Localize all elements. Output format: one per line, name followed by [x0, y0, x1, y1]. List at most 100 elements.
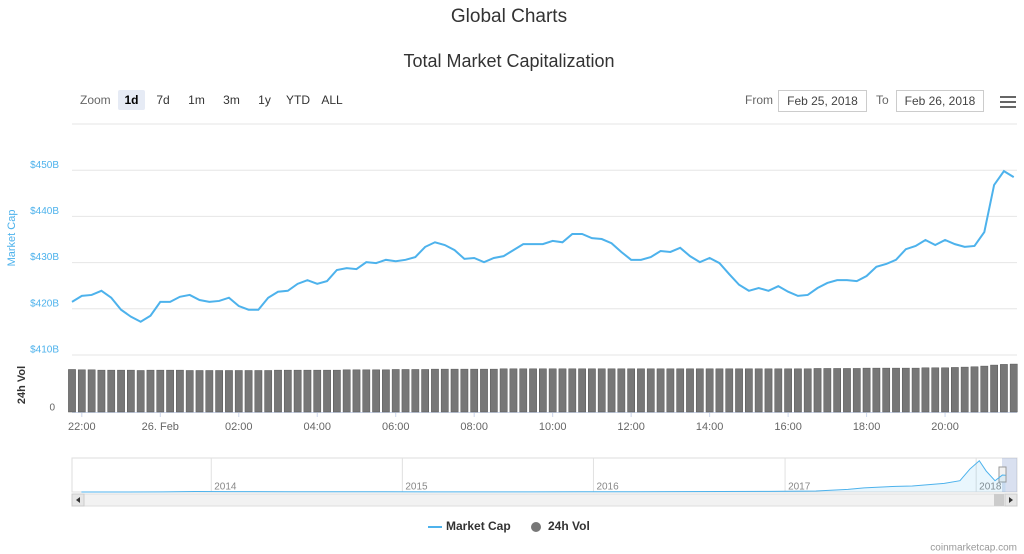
zoom-button[interactable]: 1y — [258, 93, 271, 107]
volume-bar — [264, 370, 273, 413]
zoom-button[interactable]: ALL — [321, 93, 343, 107]
volume-bar — [146, 369, 155, 413]
volume-bar — [77, 369, 86, 413]
volume-bar — [156, 369, 165, 413]
volume-bar — [872, 367, 881, 413]
volume-bar — [254, 370, 263, 413]
volume-bar — [450, 368, 459, 413]
volume-bar — [431, 368, 439, 413]
market-cap-line — [71, 169, 1015, 323]
legend-label[interactable]: Market Cap — [446, 519, 511, 533]
volume-bar — [539, 368, 547, 413]
legend-label[interactable]: 24h Vol — [548, 519, 590, 533]
volume-bar — [489, 368, 498, 413]
volume-bar — [283, 369, 292, 413]
volume-bar — [97, 369, 106, 413]
scrollbar-thumb[interactable] — [994, 494, 1004, 506]
volume-bar — [274, 369, 282, 413]
volume-bar — [843, 368, 851, 413]
zoom-button[interactable]: YTD — [286, 93, 310, 107]
volume-bar — [833, 368, 842, 413]
zoom-button[interactable]: 1d — [118, 90, 145, 110]
navigator-handle[interactable] — [998, 466, 1007, 483]
volume-bar — [205, 370, 214, 413]
volume-bar — [333, 369, 341, 413]
volume-bar — [136, 370, 145, 413]
volume-bar — [607, 368, 616, 413]
y2-tick-label: 0 — [49, 403, 55, 414]
volume-bar — [166, 369, 174, 413]
scrollbar-track — [71, 493, 1018, 507]
volume-bar — [185, 370, 194, 413]
volume-bar — [470, 368, 479, 413]
volume-bar — [745, 368, 753, 413]
x-tick-label: 12:00 — [617, 421, 645, 433]
volume-bar — [352, 369, 361, 413]
volume-bar — [852, 368, 861, 413]
volume-bar — [411, 369, 420, 413]
volume-bar — [676, 368, 685, 413]
volume-bar — [951, 367, 959, 413]
zoom-button[interactable]: 7d — [156, 93, 170, 107]
y-tick-label: $410B — [30, 345, 59, 356]
volume-bar — [568, 368, 577, 413]
volume-bar — [862, 367, 871, 413]
volume-bar — [705, 368, 714, 413]
volume-bar — [637, 368, 645, 413]
navigator-tick-label: 2018 — [979, 482, 1002, 493]
volume-bar — [234, 370, 243, 413]
arrow-left — [76, 497, 80, 503]
volume-bar — [754, 368, 763, 413]
volume-bar — [931, 367, 940, 413]
x-tick-label: 20:00 — [931, 421, 959, 433]
x-tick-label: 06:00 — [382, 421, 410, 433]
chart-title: Total Market Capitalization — [403, 51, 614, 71]
y-tick-label: $440B — [30, 206, 59, 217]
volume-bar — [68, 369, 76, 413]
y-tick-label: $450B — [30, 160, 59, 171]
menu-button[interactable] — [1000, 96, 1016, 108]
navigator-tick-label: 2016 — [596, 482, 619, 493]
volume-bar — [529, 368, 537, 413]
volume-bar — [499, 368, 508, 413]
volume-bar — [578, 368, 586, 413]
volume-bar — [107, 369, 116, 413]
to-input[interactable]: Feb 26, 2018 — [896, 90, 984, 112]
x-tick-label: 22:00 — [68, 421, 96, 433]
volume-bar — [725, 368, 734, 413]
volume-bar — [794, 368, 802, 413]
volume-bar — [117, 369, 125, 413]
volume-bar — [901, 367, 910, 413]
volume-bar — [813, 368, 822, 413]
volume-bar — [666, 368, 675, 413]
zoom-button[interactable]: 1m — [188, 93, 205, 107]
zoom-button[interactable]: 3m — [223, 93, 240, 107]
page-title: Global Charts — [451, 6, 567, 27]
volume-bar — [627, 368, 636, 413]
x-tick-label: 02:00 — [225, 421, 253, 433]
navigator-line — [81, 459, 1006, 493]
x-tick-label: 16:00 — [774, 421, 802, 433]
volume-bar — [176, 369, 184, 413]
volume-bar — [127, 369, 135, 413]
volume-bar — [519, 368, 528, 413]
volume-bar — [440, 368, 449, 413]
x-tick-label: 08:00 — [460, 421, 488, 433]
x-tick-label: 10:00 — [539, 421, 567, 433]
from-input[interactable]: Feb 25, 2018 — [778, 90, 867, 112]
volume-bar — [382, 369, 390, 413]
navigator-tick-label: 2014 — [214, 482, 237, 493]
volume-bar — [87, 369, 96, 413]
volume-bar — [372, 369, 380, 413]
volume-bar — [686, 368, 694, 413]
volume-bar — [303, 369, 312, 413]
volume-bar — [391, 369, 400, 413]
volume-bar — [990, 364, 998, 413]
volume-bar — [548, 368, 557, 413]
x-tick-label: 04:00 — [303, 421, 331, 433]
arrow-right — [1009, 497, 1013, 503]
volume-bar — [225, 370, 233, 413]
volume-bar — [244, 370, 253, 413]
